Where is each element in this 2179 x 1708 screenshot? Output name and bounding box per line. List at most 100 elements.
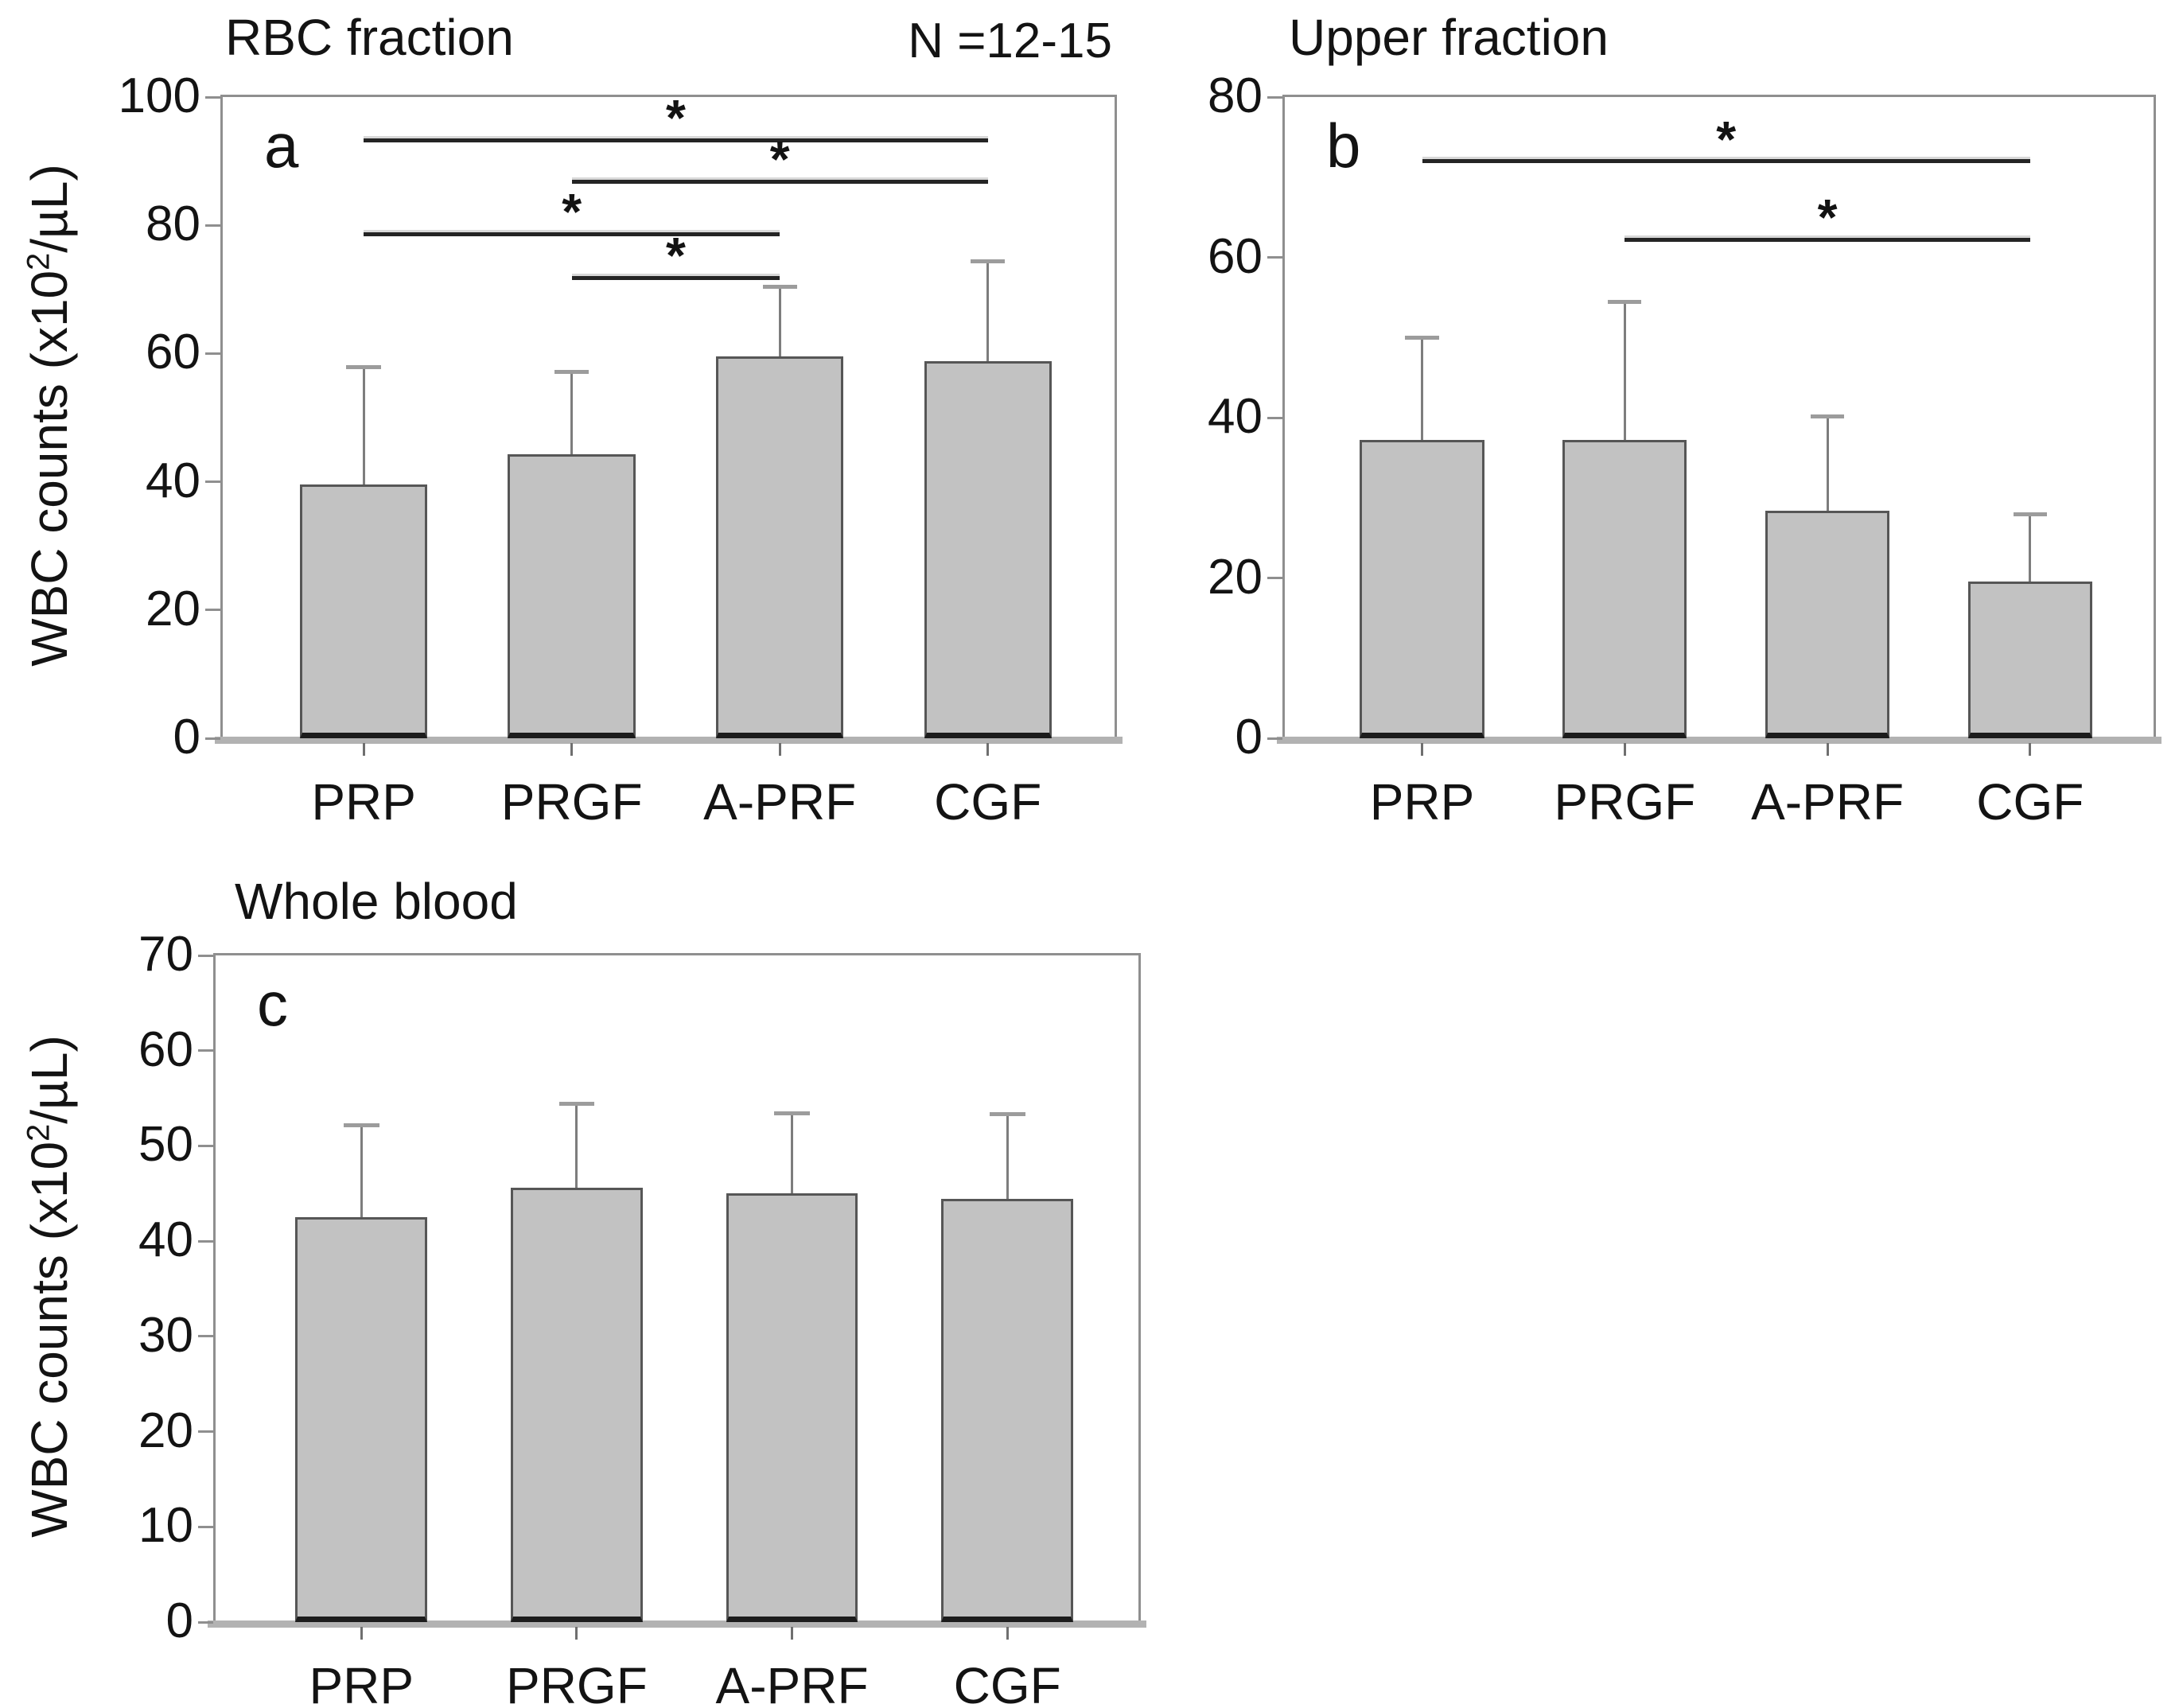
x-category-label-prp: PRP [1369,773,1475,831]
y-tick-label: 50 [138,1117,193,1173]
y-tick-mark [198,1239,213,1243]
panel-letter-c: c [257,969,288,1039]
y-tick-label: 10 [138,1498,193,1554]
y-tick-label: 0 [1235,709,1263,765]
error-bar-cap [762,284,797,289]
bar-prgf [1562,440,1687,738]
x-category-label-a-prf: A-PRF [1751,773,1905,831]
x-axis-line [1277,737,2161,744]
y-axis-label-unit: /µL) [21,164,78,253]
x-tick-mark [362,743,365,756]
x-category-label-cgf: CGF [1976,773,2084,831]
error-bar-stem [1623,301,1626,441]
significance-asterisk: * [1716,110,1737,168]
y-tick-label: 20 [138,1403,193,1458]
error-bar-stem [986,260,990,362]
y-axis-label-unit: /µL) [21,1035,78,1124]
x-axis-line [215,737,1123,744]
bar-cgf [941,1199,1074,1622]
significance-asterisk: * [1817,189,1838,247]
error-bar-stem [2029,513,2032,582]
y-tick-label: 0 [173,709,200,765]
bar-a-prf [716,356,844,738]
plot-area-rbc-fraction: a 0 20 40 60 80 100 PRP PRGF A-PRF CGF * * * * [119,71,1123,827]
y-axis-label-text: WBC counts (x10 [21,1141,78,1538]
bar-prp [295,1217,428,1622]
x-category-label-prgf: PRGF [506,1657,648,1708]
y-tick-label: 60 [138,1021,193,1077]
y-axis-label-exponent: 2 [21,1123,56,1142]
y-tick-mark [1267,256,1282,259]
error-bar-cap [1405,336,1439,340]
x-category-label-a-prf: A-PRF [703,773,857,831]
y-axis-label-exponent: 2 [21,252,56,270]
significance-line [571,275,780,280]
x-category-label-prp: PRP [309,1657,414,1708]
chart-title-whole-blood: Whole blood [235,873,518,930]
x-category-label-prp: PRP [311,773,416,831]
y-tick-label: 40 [138,1212,193,1267]
x-tick-mark [1826,743,1829,756]
x-category-label-a-prf: A-PRF [715,1657,869,1708]
error-bar-stem [778,286,781,357]
bar-prgf [510,1188,643,1622]
error-bar-cap [971,259,1006,263]
y-tick-mark [205,480,220,484]
y-axis-label-text: WBC counts (x10 [21,270,78,667]
error-bar-cap [558,1101,595,1106]
plot-area-whole-blood: c 0 10 20 30 40 50 60 70 PRP PRGF A-PRF CGF [138,929,1146,1708]
plot-area-upper-fraction: b 0 20 40 60 80 PRP PRGF A-PRF CGF * * [1208,71,2161,827]
y-axis-label: WBC counts (x102/µL) [20,1035,79,1538]
y-tick-label: 60 [1208,228,1263,284]
error-bar-cap [1608,299,1642,304]
y-tick-label: 40 [1208,388,1263,444]
error-bar-cap [343,1123,379,1128]
error-bar-cap [554,369,589,374]
significance-line [1625,237,2030,242]
y-tick-label: 80 [1208,68,1263,123]
y-tick-label: 80 [146,196,200,251]
y-tick-mark [1267,737,1282,740]
y-tick-mark [205,609,220,612]
bar-prp [1360,440,1484,738]
y-tick-label: 0 [165,1593,193,1648]
y-tick-label: 30 [138,1307,193,1363]
y-tick-mark [198,1335,213,1338]
x-tick-mark [791,1627,794,1640]
y-tick-label: 60 [146,325,200,380]
x-tick-mark [1421,743,1424,756]
y-tick-label: 40 [146,453,200,508]
bar-prgf [508,453,636,738]
y-tick-label: 70 [138,926,193,982]
significance-asterisk: * [665,227,686,285]
significance-line [364,138,988,142]
significance-line [364,231,780,236]
y-tick-mark [198,1144,213,1147]
error-bar-stem [575,1103,578,1189]
panel-letter-a: a [264,111,299,181]
bar-prp [299,484,428,738]
bar-cgf [1967,581,2092,738]
y-tick-mark [198,1049,213,1052]
y-tick-mark [198,1430,213,1434]
panel-letter-b: b [1326,111,1361,181]
significance-asterisk: * [665,89,686,147]
error-bar-cap [2013,512,2047,516]
x-tick-mark [2029,743,2032,756]
error-bar-stem [1421,337,1424,441]
x-tick-mark [1623,743,1626,756]
error-bar-stem [1826,415,1829,511]
x-category-label-prgf: PRGF [1554,773,1696,831]
y-tick-label: 20 [146,581,200,636]
x-tick-mark [360,1627,363,1640]
error-bar-stem [791,1112,794,1194]
y-tick-mark [205,95,220,99]
sample-size-label: N =12-15 [908,14,1112,68]
chart-title-upper-fraction: Upper fraction [1289,9,1609,66]
x-axis-line [208,1620,1146,1628]
y-tick-label: 20 [1208,549,1263,605]
y-tick-mark [205,352,220,355]
